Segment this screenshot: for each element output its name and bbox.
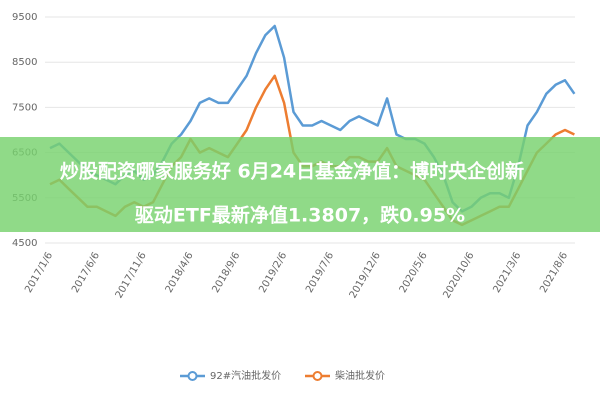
banner-text: 炒股配资哪家服务好 6月24日基金净值：博时央企创新 bbox=[60, 160, 524, 183]
banner-text: 驱动ETF最新净值1.3807，跌0.95% bbox=[135, 204, 465, 227]
legend-label: 92#汽油批发价 bbox=[210, 369, 281, 382]
banner bbox=[0, 137, 600, 232]
y-tick-label: 9500 bbox=[12, 12, 37, 23]
legend-marker bbox=[312, 371, 323, 381]
y-tick-label: 7500 bbox=[12, 102, 37, 113]
legend-label: 柴油批发价 bbox=[335, 369, 385, 382]
y-tick-label: 8500 bbox=[12, 57, 37, 68]
legend-marker bbox=[187, 371, 198, 381]
y-tick-label: 4500 bbox=[12, 238, 37, 249]
